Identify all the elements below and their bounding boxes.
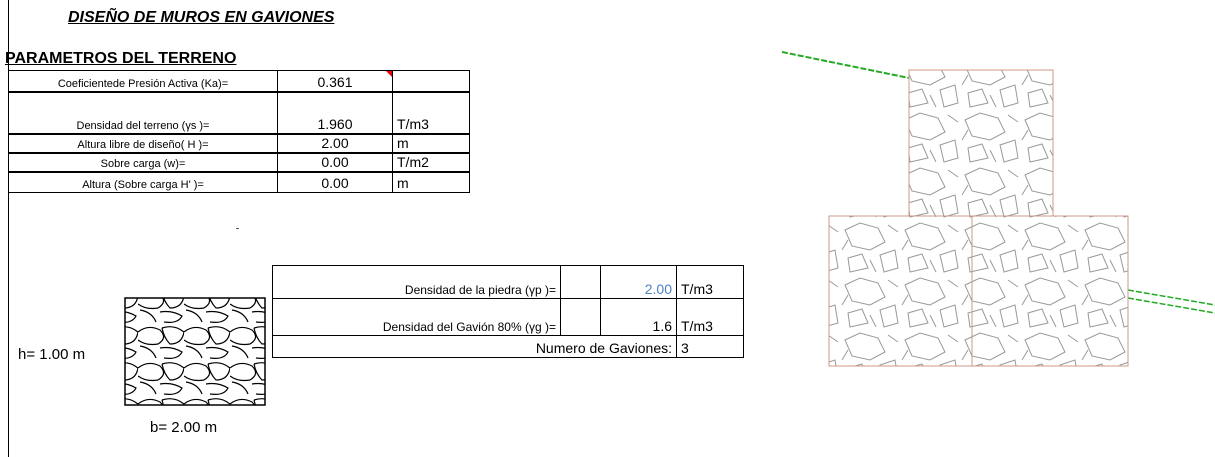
section-title: PARAMETROS DEL TERRENO	[5, 50, 237, 67]
param-unit: m	[392, 172, 470, 193]
ground-line	[1127, 289, 1215, 306]
gabion-width: b= 2.00 m	[150, 419, 218, 436]
gabion-height: h= 1.00 m	[18, 346, 86, 363]
ground-line	[1127, 297, 1215, 314]
title: DISEÑO DE MUROS EN GAVIONES	[68, 9, 335, 26]
comment-marker	[386, 71, 392, 77]
param-unit	[392, 70, 470, 92]
count-value: 3	[676, 335, 744, 358]
gabion-sketch	[124, 297, 266, 406]
param-unit: T/m2	[392, 153, 470, 172]
gabion-block	[908, 69, 1054, 217]
param-unit: m	[392, 134, 470, 153]
dash	[236, 228, 239, 229]
param-unit: T/m3	[392, 92, 470, 134]
gabion-block	[828, 215, 973, 367]
sheet-border	[8, 0, 9, 457]
gabion-block	[971, 215, 1129, 367]
ground-line	[781, 51, 910, 79]
